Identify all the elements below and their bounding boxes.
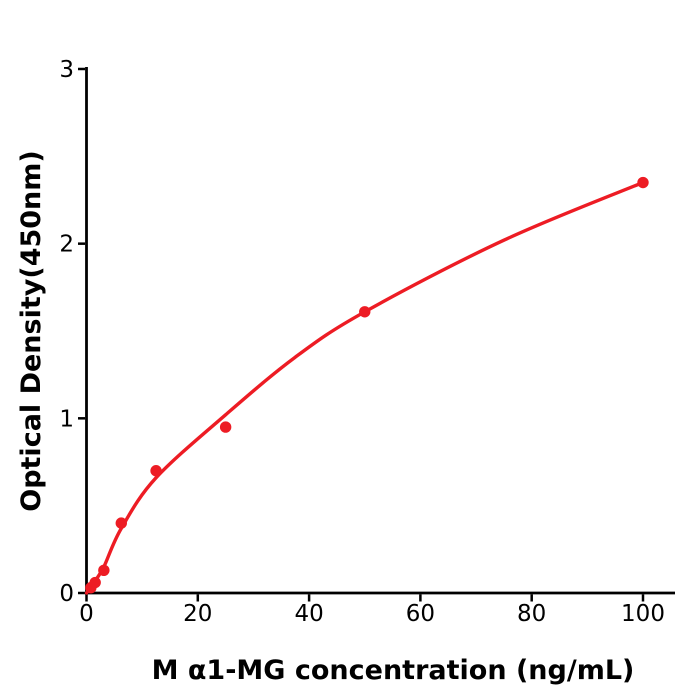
x-tick-label: 20 bbox=[183, 601, 212, 627]
data-point bbox=[219, 421, 232, 433]
x-tick-label: 100 bbox=[621, 601, 665, 627]
y-tick-label: 3 bbox=[59, 57, 74, 83]
x-tick-label: 0 bbox=[79, 601, 94, 627]
data-point bbox=[98, 564, 110, 576]
data-point bbox=[150, 465, 162, 477]
data-point bbox=[115, 517, 127, 529]
x-tick-label: 40 bbox=[294, 601, 323, 627]
x-axis-label: M α1-MG concentration (ng/mL) bbox=[152, 655, 635, 686]
x-tick-label: 60 bbox=[406, 601, 435, 627]
data-point bbox=[89, 576, 101, 589]
fit-curve-line bbox=[84, 180, 645, 595]
y-tick-label: 1 bbox=[59, 406, 74, 432]
y-tick-label: 0 bbox=[59, 581, 74, 607]
y-axis-label: Optical Density(450nm) bbox=[16, 150, 47, 512]
data-point bbox=[637, 176, 649, 189]
data-point bbox=[359, 306, 371, 318]
y-tick-label: 2 bbox=[59, 232, 74, 258]
x-tick-label: 80 bbox=[517, 601, 546, 627]
